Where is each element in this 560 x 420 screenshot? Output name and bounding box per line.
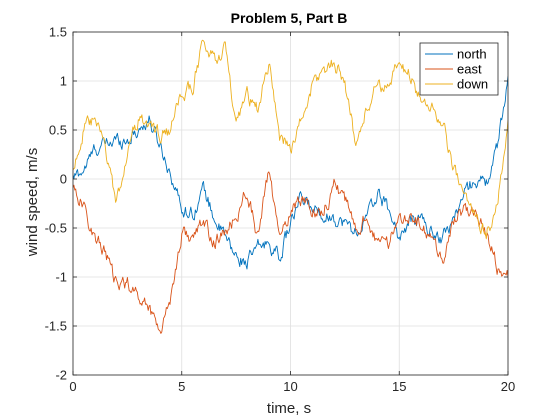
tick-labels: 0 5 10 15 20 -2 -1.5 -1 -0.5 0 0.5 1 1.5: [45, 25, 516, 395]
y-tick-label: -1: [55, 270, 67, 285]
y-tick-label: 1.5: [49, 25, 67, 40]
ticks: [72, 31, 509, 376]
legend-label-north: north: [457, 47, 487, 62]
x-tick-label: 20: [501, 379, 515, 394]
x-tick-label: 10: [283, 379, 297, 394]
x-axis-label: time, s: [267, 400, 311, 417]
y-tick-label: -1.5: [45, 319, 67, 334]
x-tick-label: 0: [69, 379, 76, 394]
chart-title: Problem 5, Part B: [231, 10, 348, 26]
x-tick-label: 5: [178, 379, 185, 394]
y-tick-label: 0.5: [49, 123, 67, 138]
y-tick-label: 0: [60, 172, 67, 187]
series-line-down: [73, 39, 508, 240]
series-line-north: [73, 76, 508, 270]
y-tick-label: -0.5: [45, 221, 67, 236]
series-line-east: [73, 171, 508, 334]
legend-label-east: east: [457, 62, 482, 77]
x-tick-label: 15: [392, 379, 406, 394]
y-axis-label: wind speed, m/s: [24, 148, 41, 257]
y-tick-label: -2: [55, 368, 67, 383]
y-tick-label: 1: [60, 74, 67, 89]
series-lines: [73, 39, 508, 334]
legend-label-down: down: [457, 77, 488, 92]
